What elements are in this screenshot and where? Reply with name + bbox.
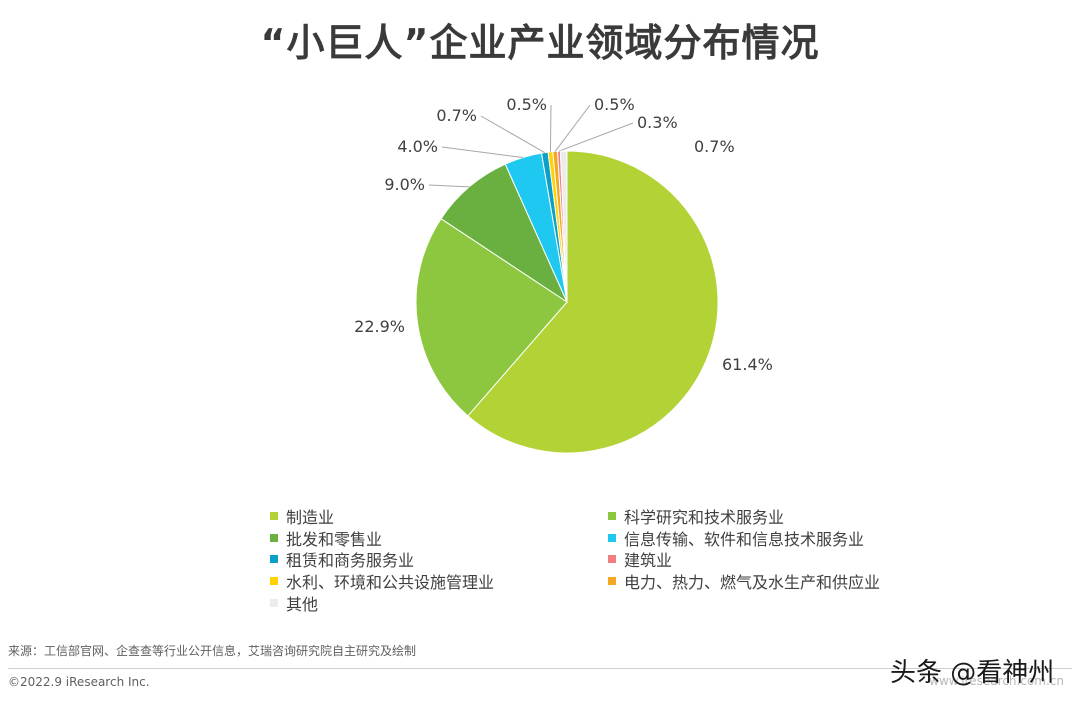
legend-item: 其他	[270, 592, 608, 614]
legend-item: 信息传输、软件和信息技术服务业	[608, 528, 946, 549]
leader-line	[441, 146, 524, 159]
legend-item: 制造业	[270, 506, 608, 527]
footer-url: www.iresearch.com.cn	[929, 674, 1064, 688]
data-label: 4.0%	[397, 137, 438, 156]
leader-line	[554, 104, 591, 152]
legend-label: 租赁和商务服务业	[286, 551, 415, 571]
data-label: 0.5%	[506, 95, 547, 114]
legend-label: 信息传输、软件和信息技术服务业	[624, 529, 865, 549]
data-label: 61.4%	[722, 355, 773, 374]
pie-slice	[559, 150, 568, 303]
footer-divider	[8, 668, 1072, 669]
legend-swatch	[270, 598, 278, 607]
pie-slice	[440, 163, 569, 304]
legend-item: 批发和零售业	[270, 528, 608, 549]
footer-copyright: ©2022.9 iResearch Inc.	[8, 675, 150, 689]
legend-label: 批发和零售业	[286, 529, 383, 549]
chart-legend: 制造业 科学研究和技术服务业批发和零售业 信息传输、软件和信息技术服务业租赁和商务服…	[270, 506, 950, 614]
data-label: 0.3%	[637, 113, 678, 132]
data-label: 9.0%	[384, 175, 425, 194]
legend-swatch	[270, 555, 278, 564]
data-label: 0.7%	[436, 106, 477, 125]
legend-item: 电力、热力、燃气及水生产和供应业	[608, 571, 946, 592]
legend-item: 建筑业	[608, 549, 946, 570]
legend-swatch	[270, 577, 278, 586]
legend-label: 科学研究和技术服务业	[624, 508, 785, 528]
pie-slice	[415, 218, 568, 417]
legend-label: 制造业	[286, 508, 335, 528]
footer-source: 来源：工信部官网、企查查等行业公开信息，艾瑞咨询研究院自主研究及绘制	[8, 644, 417, 658]
leader-line	[549, 104, 552, 152]
legend-item: 科学研究和技术服务业	[608, 506, 946, 527]
legend-swatch	[608, 512, 616, 521]
legend-swatch	[270, 533, 278, 542]
leader-line	[480, 115, 546, 154]
legend-swatch	[608, 533, 616, 542]
leader-line	[558, 122, 634, 152]
data-label: 0.5%	[594, 95, 635, 114]
legend-swatch	[608, 577, 616, 586]
leader-line	[428, 184, 470, 188]
legend-label: 水利、环境和公共设施管理业	[286, 573, 495, 593]
chart-title: “小巨人”企业产业领域分布情况	[260, 21, 820, 65]
data-label: 22.9%	[354, 317, 405, 336]
data-label: 0.7%	[694, 137, 735, 156]
legend-label: 电力、热力、燃气及水生产和供应业	[624, 573, 881, 593]
pie-chart: 61.4%22.9%9.0%4.0%0.7%0.5% 0.5%0.3%0.7%	[354, 95, 773, 454]
legend-item: 水利、环境和公共设施管理业	[270, 571, 608, 592]
legend-swatch	[270, 512, 278, 521]
legend-item: 租赁和商务服务业	[270, 549, 608, 570]
legend-swatch	[608, 555, 616, 564]
legend-label: 其他	[286, 594, 319, 614]
legend-label: 建筑业	[624, 551, 673, 571]
pie-slice	[467, 150, 719, 454]
watermark: 头条 @看神州	[890, 658, 1055, 688]
